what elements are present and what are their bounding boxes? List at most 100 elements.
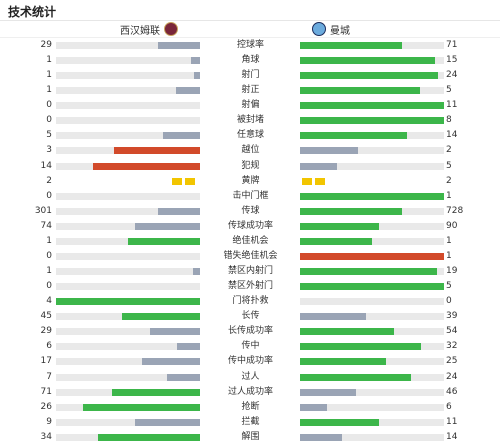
away-bar-track — [300, 207, 444, 215]
stat-row: 26 抢断 6 — [0, 401, 500, 414]
home-bar — [56, 298, 200, 306]
away-bar-track — [300, 283, 444, 291]
away-value: 2 — [446, 145, 452, 156]
home-bar-track — [56, 57, 200, 65]
away-value: 25 — [446, 356, 458, 367]
away-bar-track — [300, 162, 444, 170]
yellow-card-icon — [172, 177, 182, 185]
home-bar-track — [56, 72, 200, 80]
stat-row: 0 错失绝佳机会 1 — [0, 250, 500, 263]
away-bar — [300, 222, 380, 230]
page-title: 技术统计 — [8, 5, 57, 19]
yellow-card-icon — [302, 177, 312, 185]
away-bar — [300, 117, 444, 125]
away-value: 11 — [446, 100, 458, 111]
home-bar-track — [56, 132, 200, 140]
home-bar-track — [56, 403, 200, 411]
home-value: 1 — [46, 85, 52, 96]
home-value: 1 — [46, 70, 52, 81]
home-value: 0 — [46, 281, 52, 292]
home-bar-track — [56, 117, 200, 125]
away-bar — [300, 343, 421, 351]
away-bar-track — [300, 418, 444, 426]
home-bar-track — [56, 87, 200, 95]
away-bar — [300, 72, 439, 80]
away-bar-track — [300, 147, 444, 155]
away-bar-track — [300, 268, 444, 276]
stat-row: 29 长传成功率 54 — [0, 325, 500, 338]
away-bar-track — [300, 388, 444, 396]
away-bar-track — [300, 328, 444, 336]
yellow-card-icon — [315, 177, 325, 185]
home-bar — [149, 328, 200, 336]
away-bar-track — [300, 42, 444, 49]
stat-row: 5 任意球 14 — [0, 129, 500, 142]
stat-label: 射偏 — [241, 100, 260, 111]
home-bar-track — [56, 433, 200, 441]
stat-row: 29 控球率 71 — [0, 39, 500, 52]
home-bar — [93, 162, 200, 170]
home-value: 5 — [46, 130, 52, 141]
away-bar-track — [300, 373, 444, 381]
away-bar-track — [300, 252, 444, 260]
away-bar — [300, 358, 387, 366]
home-bar — [176, 343, 200, 351]
home-bar — [135, 222, 200, 230]
home-bar — [97, 433, 200, 441]
away-bar — [300, 42, 403, 49]
stat-label: 过人成功率 — [227, 386, 273, 397]
home-value: 29 — [40, 40, 52, 50]
home-value: 45 — [40, 311, 52, 322]
home-value: 1 — [46, 266, 52, 277]
stat-label: 禁区内射门 — [227, 266, 273, 277]
away-bar-track — [300, 358, 444, 366]
away-value: 1 — [446, 235, 452, 246]
home-bar — [83, 403, 200, 411]
away-bar — [300, 403, 328, 411]
stat-row: 7 过人 24 — [0, 371, 500, 384]
home-bar — [162, 132, 200, 140]
away-bar — [300, 418, 380, 426]
away-value: 14 — [446, 130, 458, 141]
stat-row: 17 传中成功率 25 — [0, 355, 500, 368]
away-bar — [300, 268, 437, 276]
stat-row: 0 击中门框 1 — [0, 190, 500, 203]
home-value: 29 — [40, 326, 52, 337]
away-bar-track — [300, 298, 444, 306]
stat-row: 1 绝佳机会 1 — [0, 235, 500, 248]
away-bar — [300, 162, 338, 170]
away-value: 90 — [446, 220, 458, 231]
away-bar-track — [300, 57, 444, 65]
home-bar — [191, 57, 200, 65]
away-bar-track — [300, 403, 444, 411]
stat-label: 传球 — [241, 205, 260, 216]
away-bar — [300, 388, 357, 396]
away-bar-track — [300, 222, 444, 230]
away-bar — [300, 102, 444, 110]
home-value: 1 — [46, 235, 52, 246]
home-bar — [158, 42, 200, 49]
away-value: 5 — [446, 85, 452, 96]
away-value: 11 — [446, 416, 458, 427]
stat-row: 6 传中 32 — [0, 340, 500, 353]
home-bar-track — [56, 42, 200, 49]
home-team: 西汉姆联 — [120, 22, 182, 37]
stat-row: 2 黄牌 2 — [0, 175, 500, 188]
title-divider — [0, 20, 500, 21]
home-value: 71 — [40, 386, 52, 397]
home-value: 6 — [46, 341, 52, 352]
home-team-name: 西汉姆联 — [120, 25, 160, 37]
stat-label: 任意球 — [236, 130, 264, 141]
stat-label: 传中 — [241, 341, 260, 352]
away-value: 728 — [446, 205, 464, 216]
home-bar-track — [56, 237, 200, 245]
stat-label: 拦截 — [241, 416, 260, 427]
away-bar — [300, 313, 367, 321]
stat-row: 0 禁区外射门 5 — [0, 280, 500, 293]
home-value: 3 — [46, 145, 52, 156]
stat-row: 9 拦截 11 — [0, 416, 500, 429]
west-ham-crest-icon — [164, 22, 178, 36]
home-bar-track — [56, 358, 200, 366]
stat-row: 45 长传 39 — [0, 310, 500, 323]
home-bar-track — [56, 418, 200, 426]
